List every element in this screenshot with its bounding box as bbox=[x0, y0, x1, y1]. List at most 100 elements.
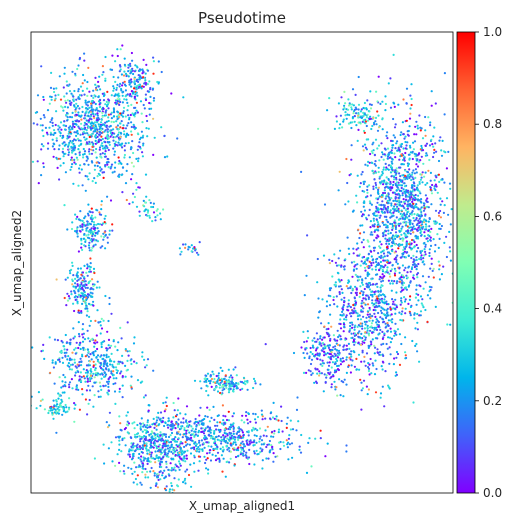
scatter-point bbox=[90, 358, 93, 361]
scatter-point bbox=[28, 126, 30, 128]
scatter-point bbox=[133, 470, 136, 473]
scatter-point bbox=[103, 140, 106, 143]
scatter-point bbox=[126, 163, 129, 166]
scatter-point bbox=[170, 423, 173, 426]
scatter-point bbox=[429, 236, 432, 239]
scatter-point bbox=[86, 286, 89, 289]
scatter-point bbox=[71, 139, 74, 143]
scatter-point bbox=[381, 301, 384, 304]
scatter-point bbox=[50, 71, 53, 74]
scatter-point bbox=[186, 449, 189, 452]
scatter-point bbox=[412, 141, 415, 144]
scatter-point bbox=[237, 435, 240, 438]
scatter-point bbox=[130, 90, 133, 93]
scatter-point bbox=[386, 271, 389, 274]
scatter-point bbox=[141, 151, 144, 154]
scatter-point bbox=[106, 236, 109, 239]
scatter-point bbox=[393, 105, 396, 108]
scatter-point bbox=[438, 268, 441, 271]
scatter-point bbox=[174, 447, 177, 450]
scatter-point bbox=[363, 360, 366, 363]
scatter-point bbox=[265, 445, 268, 449]
scatter-point bbox=[203, 437, 206, 440]
scatter-point bbox=[289, 419, 292, 422]
scatter-point bbox=[102, 232, 105, 235]
scatter-point bbox=[69, 343, 72, 346]
scatter-point bbox=[66, 358, 69, 361]
scatter-point bbox=[386, 137, 389, 140]
scatter-point bbox=[449, 187, 452, 190]
scatter-point bbox=[69, 168, 72, 171]
scatter-point bbox=[83, 124, 86, 127]
scatter-point bbox=[77, 97, 80, 100]
scatter-point bbox=[377, 223, 380, 226]
scatter-point bbox=[104, 384, 107, 387]
scatter-point bbox=[99, 395, 102, 398]
scatter-point bbox=[252, 441, 255, 444]
scatter-point bbox=[116, 144, 119, 147]
scatter-point bbox=[415, 217, 418, 220]
scatter-point bbox=[172, 446, 175, 449]
scatter-point bbox=[70, 156, 73, 159]
scatter-point bbox=[60, 398, 63, 401]
scatter-point bbox=[382, 166, 385, 169]
scatter-point bbox=[389, 222, 392, 225]
scatter-point bbox=[103, 221, 106, 224]
scatter-point bbox=[99, 88, 102, 91]
scatter-point bbox=[154, 450, 157, 453]
scatter-point bbox=[213, 377, 216, 381]
scatter-point bbox=[163, 451, 167, 454]
scatter-point bbox=[423, 175, 426, 178]
scatter-point bbox=[98, 125, 102, 128]
scatter-point bbox=[91, 239, 95, 242]
scatter-point bbox=[213, 418, 216, 421]
scatter-point bbox=[147, 476, 150, 479]
scatter-point bbox=[378, 216, 381, 219]
scatter-point bbox=[81, 271, 85, 274]
scatter-point bbox=[92, 267, 96, 270]
scatter-point bbox=[363, 209, 366, 212]
scatter-point bbox=[437, 214, 441, 217]
scatter-point bbox=[97, 395, 100, 398]
scatter-point bbox=[177, 478, 180, 481]
scatter-point bbox=[185, 432, 188, 435]
scatter-point bbox=[106, 140, 109, 144]
scatter-point bbox=[414, 193, 417, 197]
scatter-point bbox=[63, 120, 66, 123]
scatter-point bbox=[137, 86, 140, 90]
scatter-point bbox=[369, 326, 372, 329]
scatter-point bbox=[39, 124, 42, 127]
scatter-point bbox=[130, 445, 133, 448]
scatter-point bbox=[390, 337, 394, 340]
scatter-point bbox=[89, 353, 92, 356]
scatter-point bbox=[253, 434, 256, 437]
scatter-point bbox=[127, 75, 130, 78]
scatter-point bbox=[159, 450, 162, 453]
scatter-point bbox=[121, 44, 124, 47]
scatter-point bbox=[386, 185, 389, 188]
scatter-point bbox=[127, 122, 130, 125]
scatter-point bbox=[105, 349, 108, 352]
scatter-point bbox=[379, 260, 382, 264]
scatter-point bbox=[155, 416, 158, 419]
scatter-point bbox=[184, 413, 187, 416]
scatter-point bbox=[389, 165, 393, 168]
scatter-point bbox=[198, 439, 201, 442]
scatter-point bbox=[82, 284, 85, 287]
scatter-point bbox=[64, 333, 67, 337]
scatter-point bbox=[119, 48, 122, 51]
scatter-point bbox=[366, 164, 369, 167]
scatter-point bbox=[376, 201, 379, 204]
scatter-point bbox=[423, 202, 426, 205]
scatter-point bbox=[345, 285, 348, 288]
scatter-point bbox=[85, 375, 89, 378]
scatter-point bbox=[128, 350, 131, 353]
scatter-point bbox=[107, 319, 110, 323]
scatter-point bbox=[80, 237, 83, 240]
scatter-point bbox=[141, 380, 144, 383]
scatter-point bbox=[410, 247, 413, 250]
scatter-point bbox=[92, 300, 95, 303]
scatter-point bbox=[434, 305, 437, 308]
scatter-point bbox=[91, 235, 94, 238]
scatter-point bbox=[64, 381, 67, 384]
